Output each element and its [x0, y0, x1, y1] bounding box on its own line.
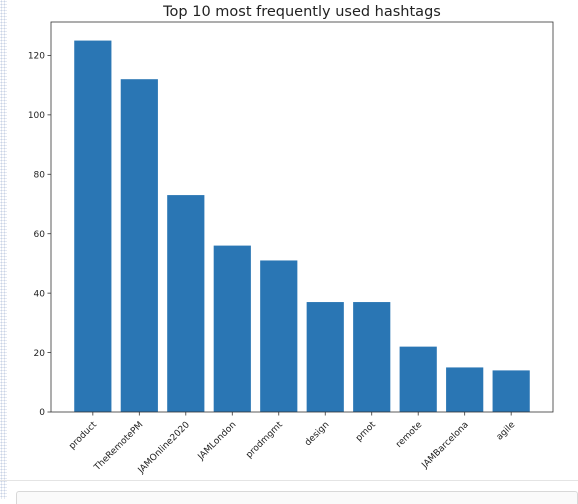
x-tick-label: TheRemotePM — [92, 420, 146, 474]
x-tick-label: pmot — [354, 420, 378, 444]
bar-remote — [399, 346, 437, 412]
x-tick-label: design — [303, 420, 331, 448]
bar-pmot — [353, 302, 391, 412]
bars — [74, 40, 530, 412]
y-axis: 0 20 40 60 80 100 120 — [28, 52, 51, 418]
y-tick-label: 80 — [34, 170, 46, 180]
left-edge-strip — [0, 0, 7, 499]
bar-agile — [492, 370, 530, 412]
x-tick-label: product — [67, 420, 99, 452]
y-tick-label: 0 — [39, 408, 45, 418]
cell-divider — [0, 480, 578, 481]
bar-JAMBarcelona — [446, 367, 484, 412]
y-tick-label: 100 — [28, 111, 45, 121]
x-tick-label: agile — [495, 420, 518, 443]
y-tick-label: 20 — [34, 349, 46, 359]
bar-JAMOnline2020 — [167, 195, 205, 412]
bar-product — [74, 40, 112, 412]
bar-prodmgmt — [260, 260, 298, 412]
y-tick-label: 60 — [34, 230, 46, 240]
x-tick-label: JAMBarcelona — [420, 420, 471, 471]
x-tick-label: JAMLondon — [196, 420, 239, 463]
x-tick-label: prodmgmt — [244, 420, 285, 461]
y-tick-label: 120 — [28, 52, 45, 62]
bar-JAMLondon — [213, 245, 251, 412]
plot-frame — [50, 21, 554, 413]
y-tick-label: 40 — [34, 289, 46, 299]
chart-title: Top 10 most frequently used hashtags — [162, 4, 441, 20]
bar-design — [306, 302, 344, 412]
x-tick-label: remote — [394, 420, 424, 450]
bar-TheRemotePM — [120, 79, 158, 412]
